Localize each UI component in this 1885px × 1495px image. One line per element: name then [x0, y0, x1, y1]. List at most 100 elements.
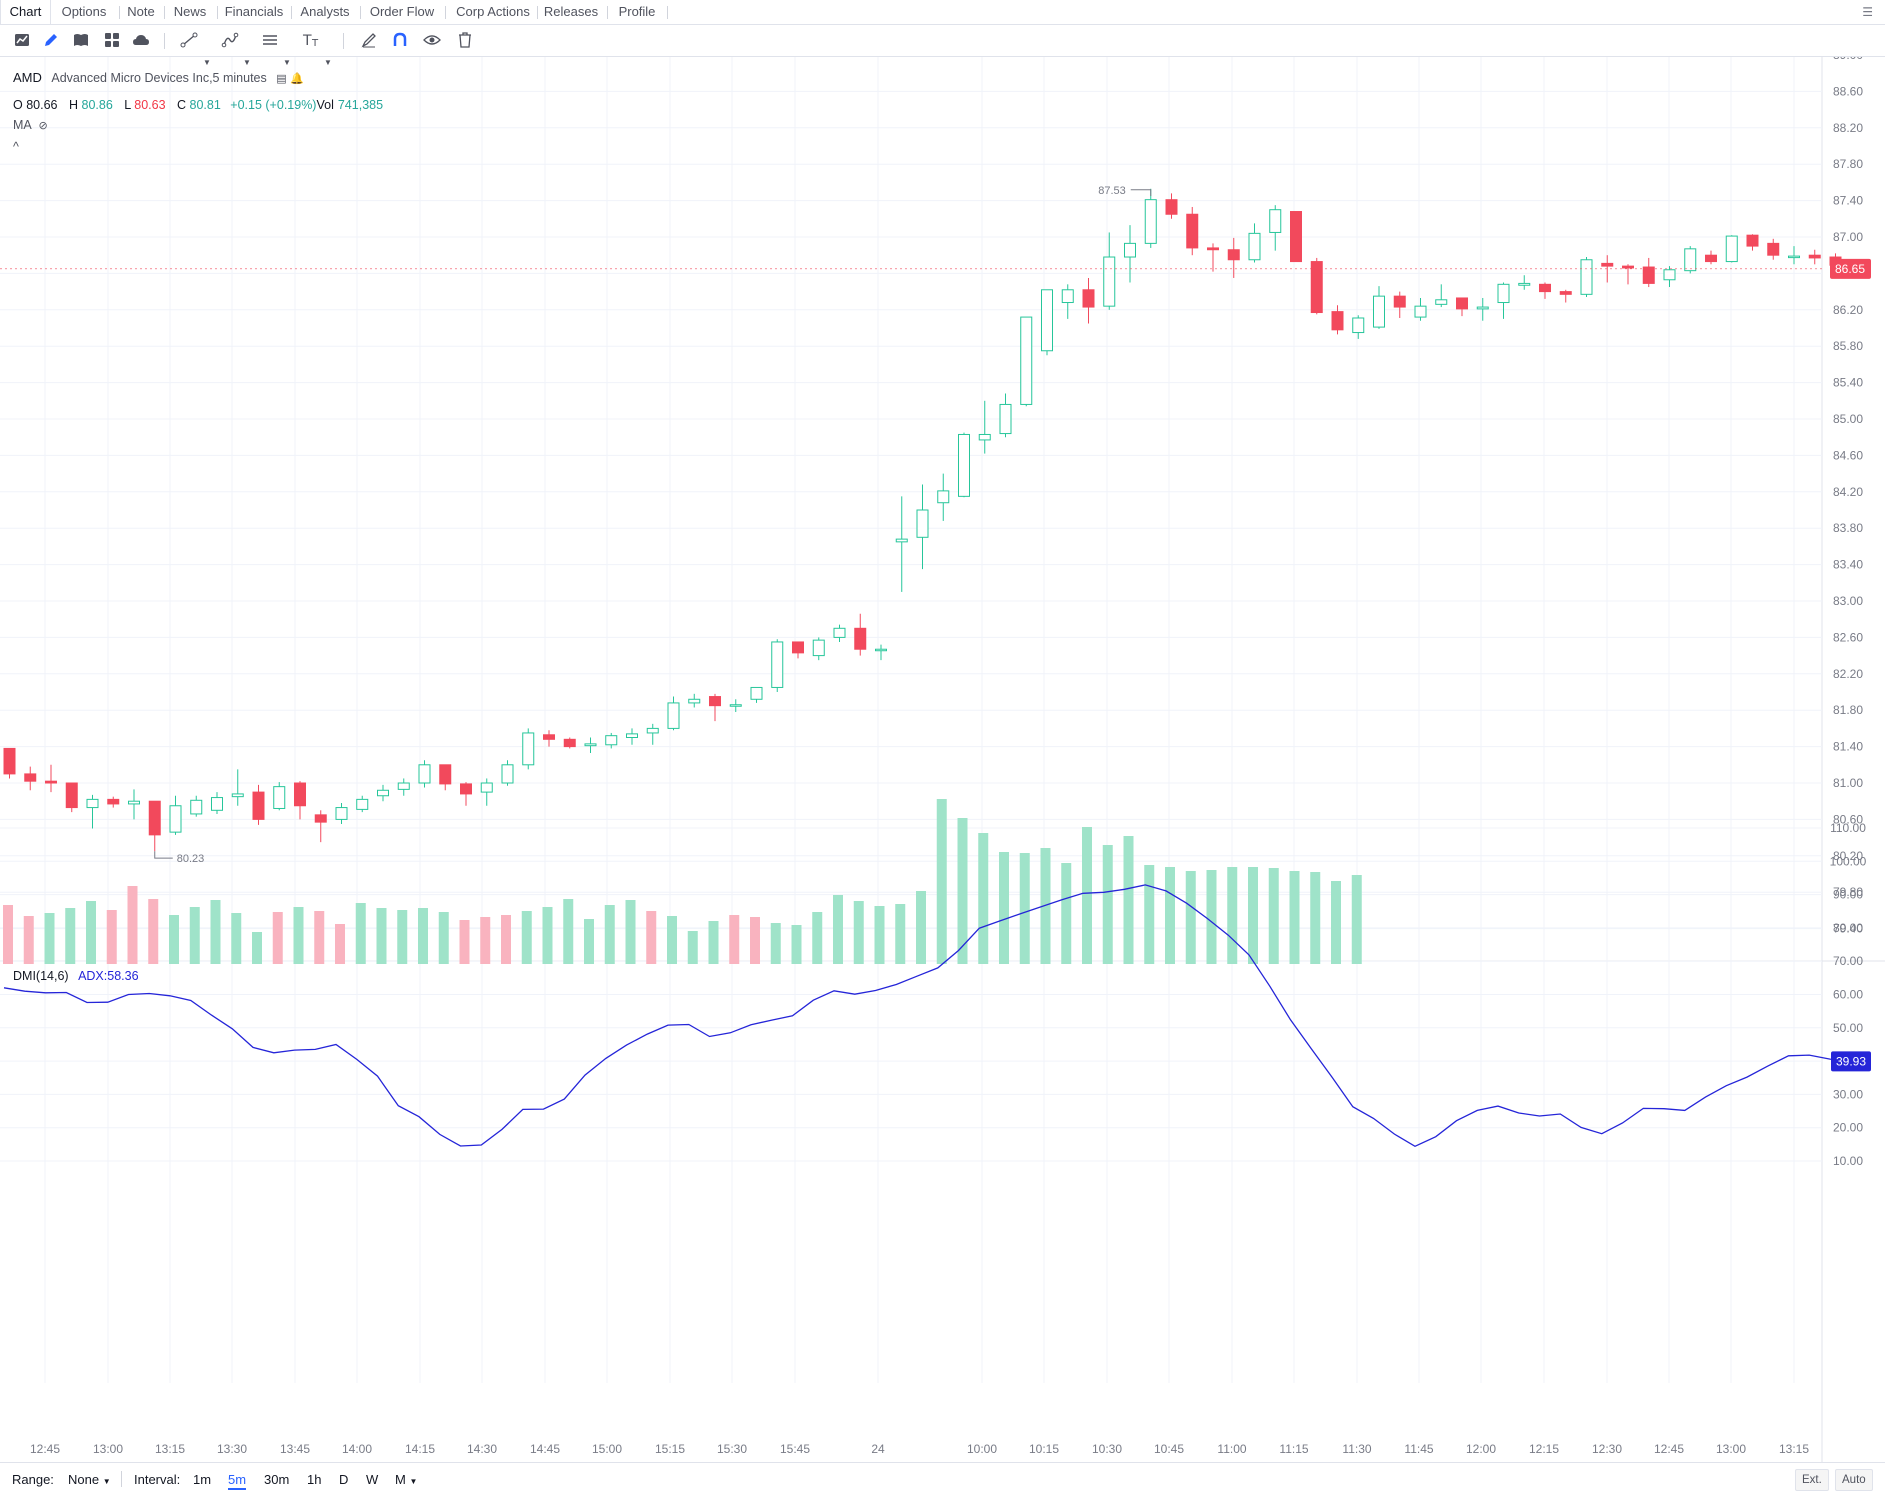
interval-1m[interactable]: 1m — [193, 1472, 212, 1487]
candle-body — [128, 800, 140, 805]
candle-body — [211, 797, 223, 811]
volume-bar — [335, 924, 345, 964]
svg-text:T: T — [311, 38, 319, 49]
tab-separator — [607, 6, 608, 19]
eye-icon[interactable] — [423, 31, 441, 49]
time-tick-label: 13:30 — [217, 1442, 247, 1456]
range-select[interactable]: None ▼ — [68, 1472, 111, 1487]
candle-body — [1559, 291, 1572, 295]
bell-icon[interactable]: 🔔 — [290, 73, 304, 85]
tab-note[interactable]: Note — [127, 4, 155, 19]
collapse-legend-button[interactable]: ^ — [13, 140, 19, 154]
candle-body — [148, 800, 161, 836]
volume-bar — [1227, 867, 1238, 964]
candle-body — [3, 747, 16, 775]
tab-corp-actions[interactable]: Corp Actions — [456, 4, 530, 19]
layout-grid-icon[interactable] — [103, 31, 121, 49]
candle-body — [1684, 248, 1697, 272]
tab-news[interactable]: News — [173, 4, 207, 19]
tab-releases[interactable]: Releases — [543, 4, 599, 19]
dmi-label[interactable]: DMI(14,6) — [13, 969, 69, 983]
path-tool-icon[interactable] — [221, 31, 239, 49]
candle-body — [1788, 255, 1800, 259]
interval-1h[interactable]: 1h — [307, 1472, 322, 1487]
trend-line-icon[interactable] — [180, 31, 198, 49]
tab-financials[interactable]: Financials — [224, 4, 284, 19]
ticker-symbol[interactable]: AMD — [13, 70, 42, 85]
tab-order-flow[interactable]: Order Flow — [369, 4, 435, 19]
volume-bar — [189, 907, 200, 964]
candle-body — [1414, 305, 1427, 318]
volume-bar — [1289, 871, 1300, 964]
brush-icon[interactable] — [360, 31, 378, 49]
time-tick-label: 12:30 — [1592, 1442, 1622, 1456]
trash-icon[interactable] — [456, 31, 474, 49]
time-tick-label: 15:30 — [717, 1442, 747, 1456]
eye-crossed-icon[interactable]: ⊘ — [38, 120, 48, 132]
extended-hours-button[interactable]: Ext. — [1795, 1469, 1829, 1491]
tab-analysts[interactable]: Analysts — [300, 4, 350, 19]
change-value: +0.15 (+0.19%) — [230, 98, 317, 112]
magnet-icon[interactable] — [391, 31, 409, 49]
time-tick-label: 15:00 — [592, 1442, 622, 1456]
time-tick-label: 12:15 — [1529, 1442, 1559, 1456]
interval-d[interactable]: D — [339, 1472, 349, 1487]
auto-scale-button[interactable]: Auto — [1835, 1469, 1873, 1491]
list-menu-icon[interactable]: ☰ — [1862, 5, 1873, 19]
dmi-tick-label: 10.00 — [1833, 1154, 1863, 1168]
candle-body — [1310, 261, 1323, 314]
volume-bar — [1331, 881, 1341, 964]
candle-body — [854, 627, 867, 650]
chevron-down-icon[interactable]: ▼ — [243, 58, 251, 67]
chevron-down-icon[interactable]: ▼ — [283, 58, 291, 67]
high-label: H — [68, 98, 79, 112]
chevron-down-icon[interactable]: ▼ — [324, 58, 332, 67]
candle-body — [750, 686, 763, 700]
interval-w[interactable]: W — [366, 1472, 379, 1487]
price-tick-label: 82.20 — [1833, 667, 1863, 681]
pencil-icon[interactable] — [42, 31, 60, 49]
interval-5m[interactable]: 5m — [228, 1472, 247, 1490]
tab-profile[interactable]: Profile — [618, 4, 656, 19]
chevron-down-icon[interactable]: ▼ — [203, 58, 211, 67]
time-tick-label: 13:00 — [1716, 1442, 1746, 1456]
chart-type-icon[interactable] — [13, 31, 31, 49]
candle-body — [1539, 283, 1551, 293]
candle-body — [978, 433, 991, 441]
price-tick-label: 83.40 — [1833, 558, 1863, 572]
tab-separator — [537, 6, 538, 19]
dmi-tick-label: 110.00 — [1830, 821, 1866, 835]
book-icon[interactable] — [72, 31, 90, 49]
cloud-icon[interactable] — [132, 31, 150, 49]
tab-chart[interactable]: Chart — [0, 0, 51, 24]
volume-bar — [86, 901, 96, 964]
fib-lines-icon[interactable] — [261, 31, 279, 49]
interval-30m[interactable]: 30m — [264, 1472, 290, 1487]
candle-body — [688, 698, 701, 704]
high-annotation-line — [1130, 189, 1152, 197]
candle-body — [958, 433, 970, 497]
candle-body — [626, 733, 638, 738]
volume-bar — [272, 912, 283, 964]
low-annotation-label: 80.23 — [177, 853, 205, 865]
candle-body — [1663, 269, 1676, 281]
interval-m[interactable]: M ▼ — [395, 1472, 417, 1487]
time-tick-label: 15:15 — [655, 1442, 685, 1456]
volume-bar — [210, 900, 221, 964]
toolbar-separator — [164, 33, 165, 49]
price-tick-label: 85.40 — [1833, 376, 1863, 390]
chart-canvas[interactable]: 89.0088.6088.2087.8087.4087.0086.6086.20… — [0, 57, 1885, 1462]
candle-body — [1227, 249, 1240, 261]
volume-bar — [501, 915, 511, 964]
low-value: 80.63 — [134, 98, 166, 112]
ma-label[interactable]: MA — [13, 118, 32, 132]
tab-options[interactable]: Options — [61, 4, 107, 19]
candle-body — [522, 732, 535, 766]
last-price-tag — [1830, 258, 1871, 279]
volume-bar — [936, 799, 947, 964]
candle-body — [107, 798, 120, 805]
time-tick-label: 11:15 — [1279, 1442, 1308, 1456]
candle-body — [1124, 242, 1136, 258]
details-icon[interactable]: ▤ — [276, 73, 287, 85]
